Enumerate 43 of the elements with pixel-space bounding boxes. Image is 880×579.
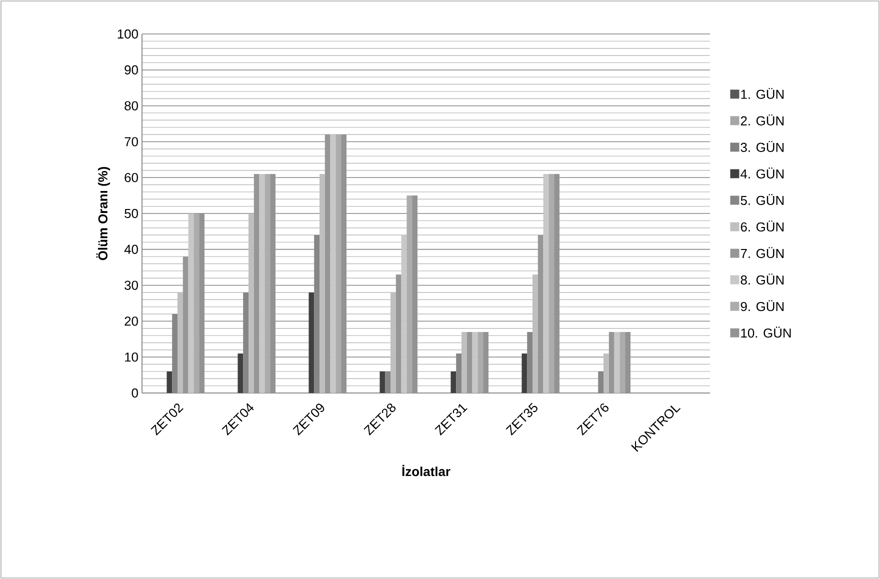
y-axis-title: Ölüm Oranı (%) bbox=[96, 167, 110, 260]
y-tick-label: 90 bbox=[124, 65, 138, 74]
bar bbox=[336, 134, 342, 393]
bar bbox=[450, 371, 456, 393]
bar bbox=[188, 213, 194, 393]
bar bbox=[380, 371, 386, 393]
bar bbox=[543, 174, 549, 393]
y-tick-label: 60 bbox=[124, 172, 138, 182]
bar bbox=[472, 332, 478, 393]
bar bbox=[166, 371, 172, 393]
y-tick-label: 50 bbox=[124, 208, 138, 218]
y-tick-label: 10 bbox=[125, 352, 138, 362]
legend-label: 10. GÜN bbox=[741, 326, 791, 338]
legend-label: 7. GÜN bbox=[740, 247, 784, 258]
y-tick-label: 20 bbox=[124, 316, 138, 326]
legend-label: 4. GÜN bbox=[740, 168, 784, 178]
y-tick-label: 30 bbox=[124, 280, 138, 290]
bar bbox=[406, 196, 412, 393]
bar bbox=[478, 332, 484, 393]
y-tick-label: 80 bbox=[124, 101, 138, 110]
legend-label: 3. GÜN bbox=[740, 141, 784, 152]
bar bbox=[194, 213, 200, 393]
y-tick-label: 0 bbox=[132, 388, 138, 398]
legend-label: 5. GÜN bbox=[740, 194, 784, 206]
bar bbox=[264, 174, 270, 393]
bar bbox=[522, 353, 528, 393]
bar bbox=[238, 353, 244, 393]
bar bbox=[620, 332, 626, 393]
bar bbox=[548, 174, 554, 393]
bar bbox=[308, 292, 314, 393]
legend-label: 2. GÜN bbox=[740, 114, 784, 126]
y-tick-label: 70 bbox=[124, 137, 138, 146]
bar bbox=[259, 174, 265, 393]
legend-label: 6. GÜN bbox=[740, 220, 784, 232]
legend-label: 1. GÜN bbox=[741, 88, 784, 99]
legend-label: 8. GÜN bbox=[740, 274, 784, 285]
bar bbox=[614, 332, 620, 393]
legend-label: 9. GÜN bbox=[740, 300, 784, 312]
y-tick-label: 40 bbox=[124, 244, 138, 254]
y-tick-label: 100 bbox=[118, 29, 138, 39]
x-axis-title: İzolatlar bbox=[402, 464, 450, 476]
bar bbox=[401, 235, 407, 393]
bar bbox=[330, 134, 336, 393]
